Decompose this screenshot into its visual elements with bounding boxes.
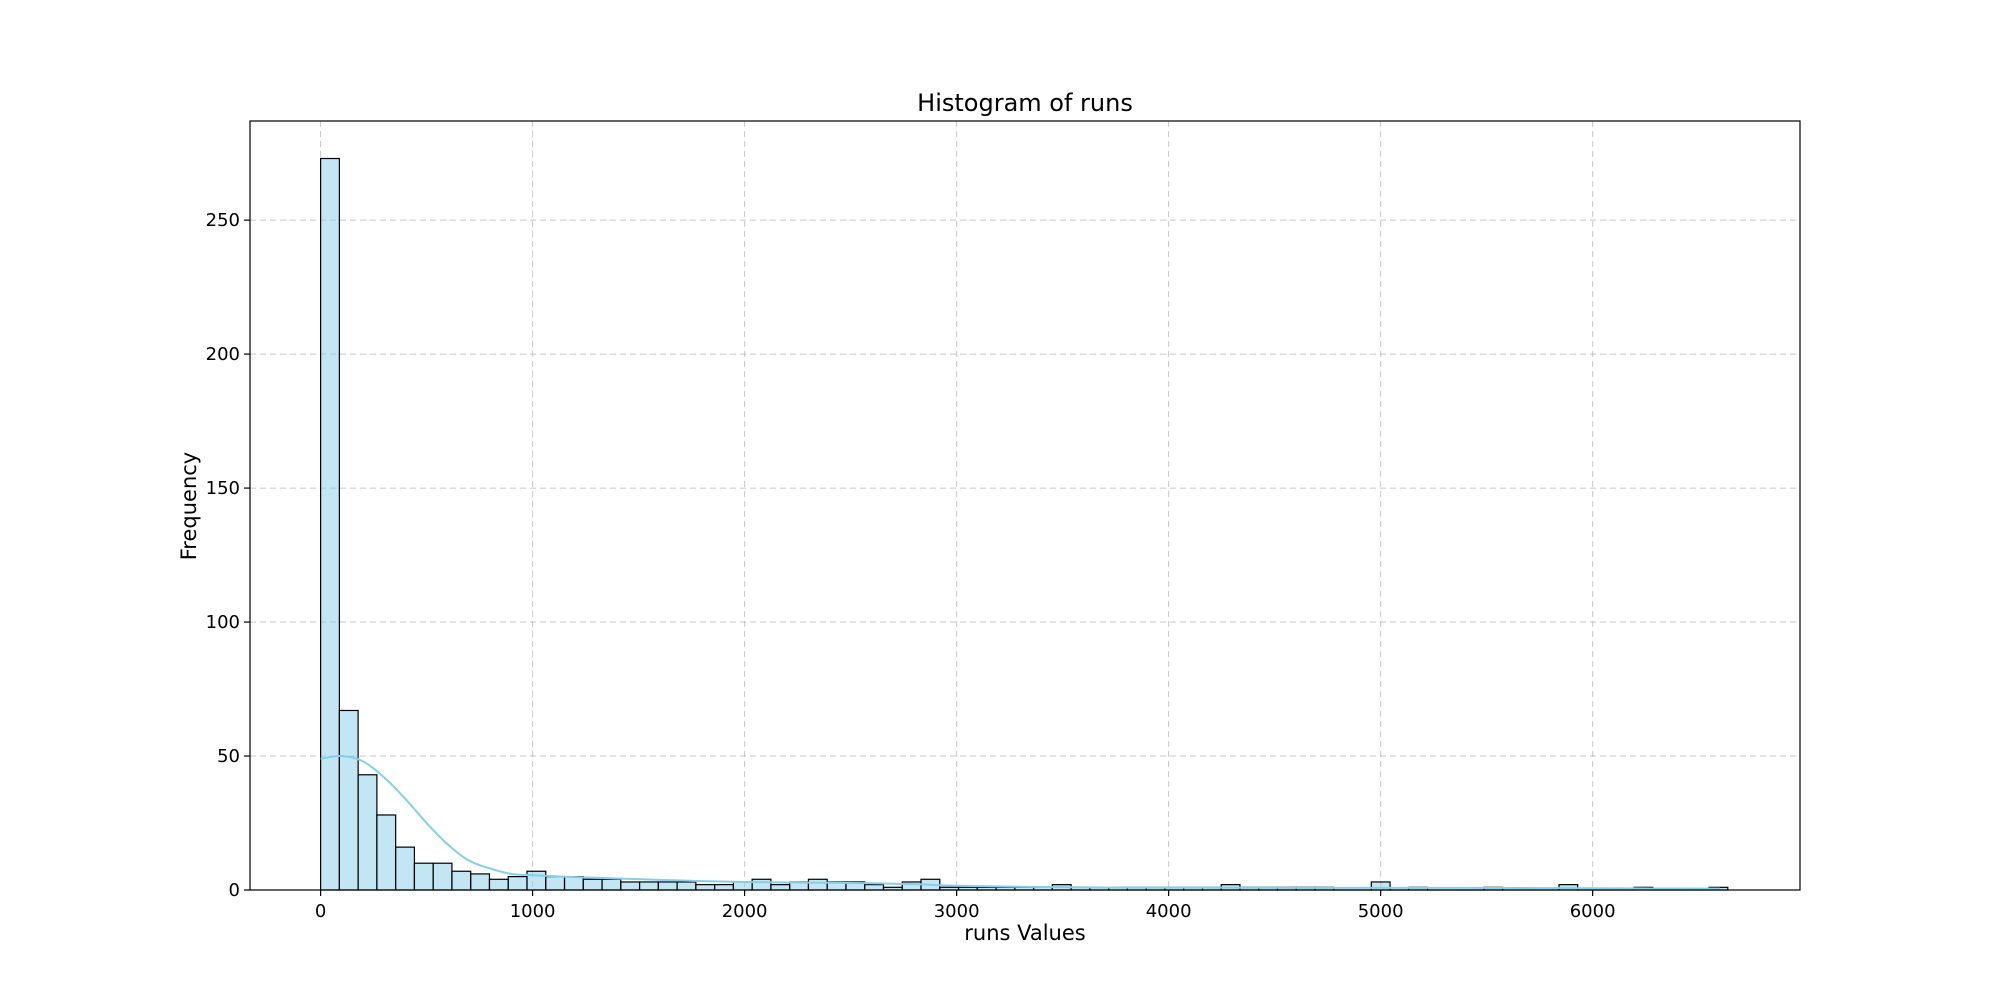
histogram-bar bbox=[451, 870, 472, 891]
plot-frame bbox=[249, 120, 1801, 891]
histogram-bar bbox=[770, 884, 791, 891]
y-tick-label: 0 bbox=[229, 880, 240, 901]
histogram-bar bbox=[751, 878, 772, 891]
y-tick-label: 200 bbox=[206, 344, 240, 365]
histogram-bar bbox=[545, 876, 566, 891]
x-tick-label: 6000 bbox=[1570, 901, 1616, 922]
histogram-bar bbox=[338, 709, 359, 891]
y-tick-label: 250 bbox=[206, 210, 240, 231]
x-axis-label: runs Values bbox=[964, 921, 1085, 945]
gridlines bbox=[250, 121, 1800, 891]
chart-title: Histogram of runs bbox=[917, 89, 1133, 117]
x-tick-label: 5000 bbox=[1358, 901, 1404, 922]
histogram-bar bbox=[714, 884, 734, 891]
histogram-bar bbox=[864, 884, 885, 891]
kde-curve bbox=[320, 754, 1720, 890]
histogram-bar bbox=[470, 873, 491, 891]
histogram-bar bbox=[601, 878, 622, 891]
plot-area bbox=[250, 121, 1800, 890]
histogram-bar bbox=[432, 862, 453, 891]
kde-line bbox=[320, 754, 1720, 890]
x-tick-label: 1000 bbox=[510, 901, 556, 922]
x-tick-label: 4000 bbox=[1146, 901, 1192, 922]
histogram-bar bbox=[376, 814, 397, 891]
histogram-bar bbox=[582, 878, 603, 891]
y-tick-label: 150 bbox=[206, 478, 240, 499]
histogram-bar bbox=[807, 878, 828, 891]
histogram-bar bbox=[488, 878, 509, 891]
histogram-bar bbox=[732, 881, 753, 891]
y-axis-label: Frequency bbox=[177, 452, 201, 561]
histogram-bar bbox=[657, 881, 678, 891]
x-tick-label: 0 bbox=[315, 901, 326, 922]
histogram-bar bbox=[319, 157, 340, 891]
histogram-bar bbox=[413, 862, 434, 891]
histogram-bar bbox=[638, 881, 659, 891]
histogram-bar bbox=[357, 774, 378, 891]
histogram-bar bbox=[676, 881, 697, 891]
histogram-bar bbox=[395, 846, 416, 891]
histogram-bar bbox=[563, 876, 584, 891]
x-tick-label: 2000 bbox=[722, 901, 768, 922]
histogram-bar bbox=[620, 881, 641, 891]
histogram-bar bbox=[695, 884, 716, 891]
histogram-bar bbox=[507, 876, 528, 891]
x-axis-ticks: 0 1000 2000 3000 4000 5000 6000 bbox=[315, 890, 1616, 922]
y-axis-ticks: 0 50 100 150 200 250 bbox=[206, 210, 250, 901]
y-tick-label: 50 bbox=[217, 746, 240, 767]
histogram-bar bbox=[526, 870, 547, 891]
x-tick-label: 3000 bbox=[934, 901, 980, 922]
y-tick-label: 100 bbox=[206, 612, 240, 633]
